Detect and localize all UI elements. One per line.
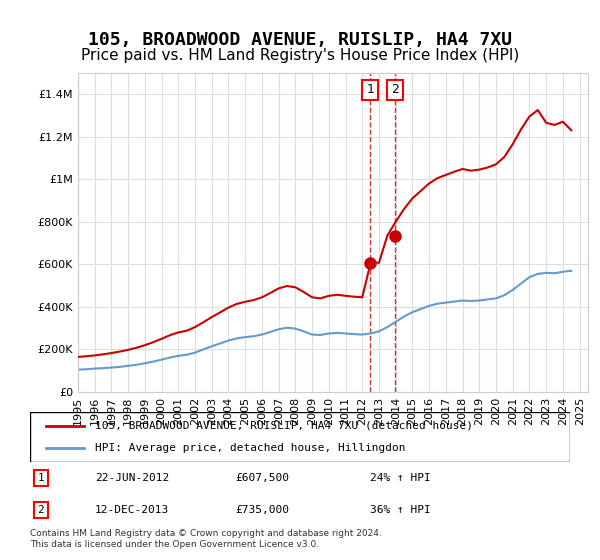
Text: 24% ↑ HPI: 24% ↑ HPI	[370, 473, 431, 483]
Text: Price paid vs. HM Land Registry's House Price Index (HPI): Price paid vs. HM Land Registry's House …	[81, 48, 519, 63]
Text: 22-JUN-2012: 22-JUN-2012	[95, 473, 169, 483]
Text: HPI: Average price, detached house, Hillingdon: HPI: Average price, detached house, Hill…	[95, 443, 406, 453]
Text: £607,500: £607,500	[235, 473, 289, 483]
Text: 105, BROADWOOD AVENUE, RUISLIP, HA4 7XU: 105, BROADWOOD AVENUE, RUISLIP, HA4 7XU	[88, 31, 512, 49]
Text: Contains HM Land Registry data © Crown copyright and database right 2024.
This d: Contains HM Land Registry data © Crown c…	[30, 529, 382, 549]
Text: 1: 1	[366, 83, 374, 96]
Text: £735,000: £735,000	[235, 505, 289, 515]
Text: 12-DEC-2013: 12-DEC-2013	[95, 505, 169, 515]
Text: 105, BROADWOOD AVENUE, RUISLIP, HA4 7XU (detached house): 105, BROADWOOD AVENUE, RUISLIP, HA4 7XU …	[95, 421, 473, 431]
Text: 2: 2	[37, 505, 44, 515]
Text: 1: 1	[37, 473, 44, 483]
Text: 2: 2	[391, 83, 399, 96]
Text: 36% ↑ HPI: 36% ↑ HPI	[370, 505, 431, 515]
